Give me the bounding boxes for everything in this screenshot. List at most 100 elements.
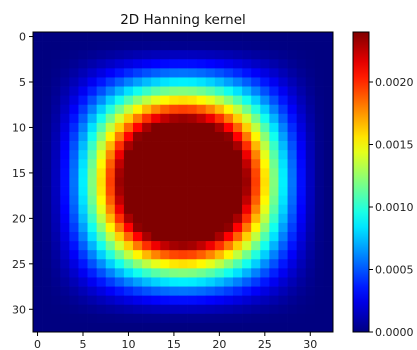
heatmap-cell — [305, 95, 316, 106]
heatmap-cell — [269, 268, 279, 278]
heatmap-cell — [296, 313, 307, 324]
heatmap-cell — [51, 295, 61, 306]
heatmap-cell — [323, 104, 334, 115]
heatmap-cell — [123, 268, 134, 278]
heatmap-cell — [151, 41, 161, 51]
heatmap-cell — [133, 232, 143, 242]
heatmap-cell — [223, 50, 234, 60]
heatmap-cell — [323, 213, 334, 224]
heatmap-cell — [251, 68, 261, 78]
heatmap-cell — [42, 250, 52, 260]
heatmap-cell — [287, 195, 297, 206]
heatmap-cell — [42, 186, 52, 196]
heatmap-cell — [314, 195, 325, 206]
heatmap-cell — [305, 141, 316, 151]
heatmap-cell — [60, 313, 70, 324]
heatmap-cell — [105, 259, 116, 269]
heatmap-cell — [260, 50, 270, 60]
heatmap-cell — [60, 68, 70, 78]
heatmap-cell — [233, 95, 243, 106]
heatmap-cell — [96, 177, 107, 187]
heatmap-cell — [223, 122, 234, 133]
heatmap-cell — [60, 177, 70, 187]
heatmap-cell — [287, 86, 297, 96]
heatmap-cell — [223, 59, 234, 69]
heatmap-cell — [51, 241, 61, 251]
heatmap-cell — [105, 195, 116, 206]
heatmap-cell — [133, 295, 143, 306]
heatmap-cell — [251, 59, 261, 69]
heatmap-cell — [205, 259, 216, 269]
heatmap-cell — [269, 250, 279, 260]
x-axis: 0 5 10 15 20 25 30 — [34, 332, 317, 350]
heatmap-cell — [151, 104, 161, 115]
heatmap-cell — [187, 268, 197, 278]
heatmap-cell — [251, 286, 261, 296]
heatmap-cell — [196, 186, 207, 196]
heatmap-cell — [114, 141, 125, 151]
heatmap-cell — [42, 86, 52, 96]
heatmap-cell — [114, 50, 125, 60]
x-tick-label: 15 — [167, 338, 181, 350]
heatmap-cell — [78, 59, 88, 69]
heatmap-cell — [69, 304, 79, 315]
heatmap-cell — [305, 132, 316, 142]
heatmap-cell — [223, 77, 234, 87]
heatmap-cell — [269, 50, 279, 60]
heatmap-cells — [33, 32, 334, 333]
heatmap-cell — [223, 232, 234, 242]
heatmap-cell — [287, 277, 297, 287]
heatmap-cell — [223, 32, 234, 42]
heatmap-cell — [251, 122, 261, 133]
heatmap-cell — [233, 32, 243, 42]
heatmap-cell — [169, 295, 179, 306]
heatmap-cell — [60, 186, 70, 196]
heatmap-cell — [278, 77, 288, 87]
heatmap-cell — [233, 104, 243, 115]
heatmap-cell — [87, 213, 97, 224]
heatmap-cell — [251, 222, 261, 233]
heatmap-cell — [60, 232, 70, 242]
heatmap-cell — [242, 232, 252, 242]
heatmap-cell — [69, 250, 79, 260]
heatmap-cell — [223, 177, 234, 187]
heatmap-cell — [133, 304, 143, 315]
heatmap-cell — [169, 159, 179, 169]
heatmap-cell — [187, 104, 197, 115]
heatmap-cell — [60, 50, 70, 60]
heatmap-cell — [269, 168, 279, 178]
heatmap-cell — [151, 186, 161, 196]
heatmap-cell — [278, 277, 288, 287]
heatmap-cell — [105, 186, 116, 196]
heatmap-cell — [214, 41, 225, 51]
heatmap-cell — [242, 222, 252, 233]
heatmap-cell — [305, 213, 316, 224]
heatmap-cell — [287, 113, 297, 124]
heatmap-cell — [251, 250, 261, 260]
heatmap-cell — [214, 32, 225, 42]
heatmap-cell — [196, 59, 207, 69]
colorbar — [353, 32, 369, 332]
heatmap-cell — [160, 59, 170, 69]
heatmap-cell — [178, 259, 188, 269]
heatmap-cell — [187, 41, 197, 51]
heatmap-cell — [114, 177, 125, 187]
heatmap-cell — [169, 95, 179, 106]
heatmap-cell — [87, 313, 97, 324]
heatmap-cell — [160, 122, 170, 133]
heatmap-cell — [323, 313, 334, 324]
heatmap-cell — [87, 304, 97, 315]
heatmap-cell — [242, 159, 252, 169]
heatmap-cell — [233, 250, 243, 260]
heatmap-cell — [69, 222, 79, 233]
heatmap-cell — [69, 322, 79, 333]
heatmap-cell — [278, 32, 288, 42]
heatmap-cell — [242, 186, 252, 196]
heatmap-cell — [269, 313, 279, 324]
heatmap-cell — [196, 141, 207, 151]
heatmap-cell — [287, 59, 297, 69]
heatmap-cell — [169, 113, 179, 124]
heatmap-cell — [87, 186, 97, 196]
heatmap-cell — [323, 277, 334, 287]
heatmap-cell — [305, 122, 316, 133]
